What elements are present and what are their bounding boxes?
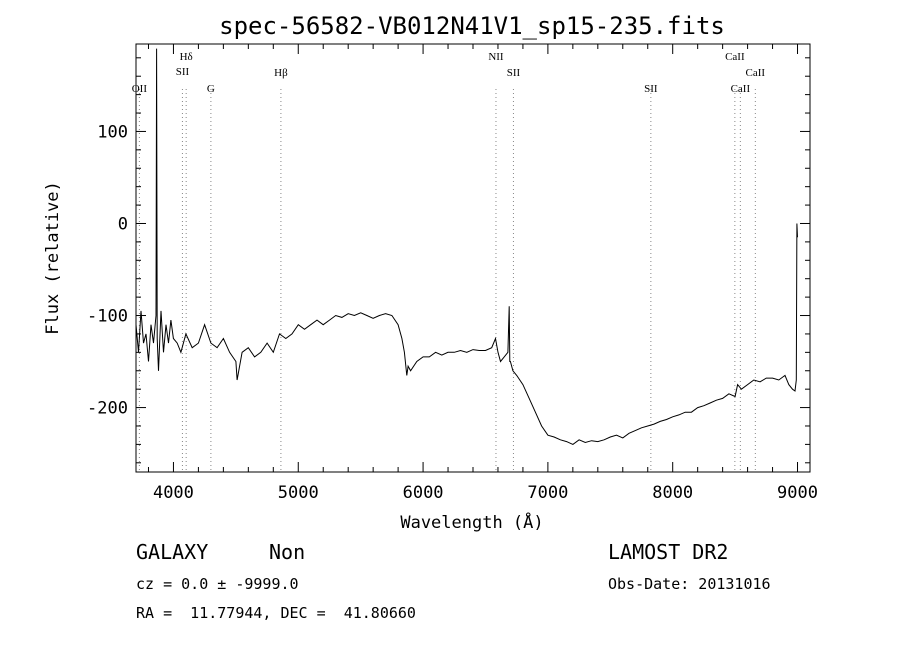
y-tick-label: -100 <box>87 307 128 327</box>
line-marker-label-9: CaII <box>731 83 751 95</box>
x-tick-label: 4000 <box>153 483 194 503</box>
x-tick-label: 8000 <box>652 483 693 503</box>
coordinates-line: RA = 11.77944, DEC = 41.80660 <box>136 604 416 622</box>
x-axis-label: Wavelength (Å) <box>400 511 543 533</box>
x-tick-label: 5000 <box>278 483 319 503</box>
line-marker-label-10: CaII <box>746 67 766 79</box>
y-tick-label: 0 <box>118 214 128 234</box>
object-subclass: Non <box>269 540 306 564</box>
object-class: GALAXY <box>136 540 209 564</box>
x-tick-label: 6000 <box>403 483 444 503</box>
y-tick-label: 100 <box>97 122 128 142</box>
chart-title: spec-56582-VB012N41V1_sp15-235.fits <box>219 12 725 40</box>
spectrum-series-line <box>135 48 798 445</box>
line-marker-label-2: SII <box>176 66 190 78</box>
obs-date: Obs-Date: 20131016 <box>608 575 771 593</box>
y-axis-label: Flux (relative) <box>43 181 63 335</box>
x-tick-labels: 4000 5000 6000 7000 8000 9000 <box>153 483 818 503</box>
y-tick-labels: -200 -100 0 100 <box>87 122 128 418</box>
line-marker-label-4: Hβ <box>274 67 288 79</box>
x-tick-label: 9000 <box>777 483 818 503</box>
plot-frame <box>135 43 811 473</box>
survey-name: LAMOST DR2 <box>608 540 729 564</box>
line-marker-label-7: SII <box>644 83 658 95</box>
line-marker-label-6: SII <box>507 67 521 79</box>
axis-ticks <box>136 44 810 472</box>
line-marker-label-1: Hδ <box>180 51 193 63</box>
x-tick-label: 7000 <box>527 483 568 503</box>
line-marker-label-3: G <box>207 83 215 95</box>
redshift-line: cz = 0.0 ± -9999.0 <box>136 575 299 593</box>
line-marker-label-8: CaII <box>725 51 745 63</box>
line-marker-label-0: OII <box>132 83 148 95</box>
y-tick-label: -200 <box>87 399 128 419</box>
line-marker-label-5: NII <box>488 51 504 63</box>
